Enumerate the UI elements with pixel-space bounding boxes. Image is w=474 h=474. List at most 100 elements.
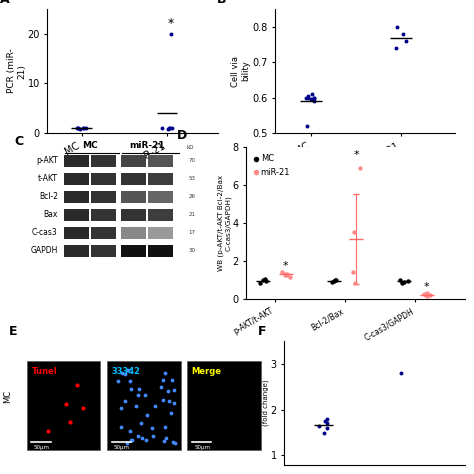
Point xyxy=(286,273,294,281)
Point xyxy=(392,45,400,52)
Text: MC: MC xyxy=(3,390,12,403)
Point xyxy=(283,271,290,279)
Point xyxy=(396,276,404,283)
Point xyxy=(161,423,168,430)
Point xyxy=(157,383,164,390)
Point xyxy=(167,30,174,38)
Point xyxy=(167,410,175,417)
Text: 30: 30 xyxy=(189,248,196,253)
Point xyxy=(323,419,331,427)
Point xyxy=(73,124,81,132)
Text: E: E xyxy=(9,325,18,338)
Point xyxy=(170,386,178,393)
Text: Bax: Bax xyxy=(44,210,58,219)
Point xyxy=(159,376,167,383)
Point xyxy=(82,125,90,132)
Point xyxy=(402,37,410,45)
Bar xyxy=(187,361,261,450)
Point xyxy=(76,125,84,132)
Point xyxy=(127,385,135,392)
Bar xyxy=(91,155,116,167)
Point xyxy=(151,402,158,410)
Bar xyxy=(64,245,89,256)
Bar xyxy=(148,245,173,256)
Legend: MC, miR-21: MC, miR-21 xyxy=(251,151,293,180)
Point xyxy=(349,268,356,276)
Text: 53: 53 xyxy=(189,176,196,182)
Bar xyxy=(64,227,89,238)
Text: 70: 70 xyxy=(189,158,196,164)
Point xyxy=(323,415,331,423)
Text: GAPDH: GAPDH xyxy=(30,246,58,255)
Point xyxy=(170,400,178,407)
Text: B: B xyxy=(217,0,227,6)
Point xyxy=(427,292,434,299)
Text: Bcl-2: Bcl-2 xyxy=(39,192,58,201)
Text: C-cas3: C-cas3 xyxy=(32,228,58,237)
Point xyxy=(141,391,149,399)
Point xyxy=(331,277,339,284)
Text: *: * xyxy=(283,261,289,271)
Point xyxy=(262,277,270,285)
Point xyxy=(171,439,179,447)
Point xyxy=(79,404,87,411)
Text: t-AKT: t-AKT xyxy=(38,174,58,183)
Point xyxy=(121,397,129,405)
Point xyxy=(161,438,168,445)
Point xyxy=(127,436,135,444)
Bar xyxy=(27,361,100,450)
Text: 33342: 33342 xyxy=(111,367,141,376)
Bar xyxy=(91,191,116,203)
Point xyxy=(123,439,130,447)
Point xyxy=(117,424,125,431)
Point xyxy=(310,94,318,102)
Bar xyxy=(121,245,146,256)
Bar xyxy=(148,173,173,185)
Bar xyxy=(148,155,173,167)
Text: *: * xyxy=(424,282,429,292)
Point xyxy=(73,381,81,389)
Point xyxy=(165,125,173,132)
Bar xyxy=(148,227,173,238)
Point xyxy=(424,292,431,300)
Point xyxy=(164,125,172,132)
Point xyxy=(169,438,177,446)
Point xyxy=(304,92,312,100)
Point xyxy=(165,398,173,405)
Point xyxy=(400,278,408,286)
Point xyxy=(315,422,323,429)
Bar xyxy=(121,173,146,185)
Point xyxy=(310,94,318,101)
Point xyxy=(137,419,145,427)
Point xyxy=(256,279,264,286)
Bar xyxy=(148,191,173,203)
Point xyxy=(307,95,315,103)
Text: F: F xyxy=(257,325,266,338)
Bar xyxy=(64,155,89,167)
Point xyxy=(164,387,172,394)
Text: *: * xyxy=(354,150,359,160)
Point xyxy=(114,378,121,385)
Text: kD: kD xyxy=(187,146,194,150)
Point xyxy=(310,97,318,105)
Point xyxy=(321,418,329,425)
Text: 21: 21 xyxy=(189,212,196,217)
Text: Tunel: Tunel xyxy=(31,367,57,376)
Bar xyxy=(121,155,146,167)
Point xyxy=(138,434,146,441)
Point xyxy=(420,291,428,298)
Point xyxy=(118,369,126,376)
Bar xyxy=(64,173,89,185)
Point xyxy=(168,376,175,383)
Point xyxy=(136,385,143,392)
Text: A: A xyxy=(0,0,9,6)
Point xyxy=(143,411,151,419)
Point xyxy=(121,370,128,377)
Point xyxy=(404,277,411,284)
Point xyxy=(393,23,401,31)
Text: p-AKT: p-AKT xyxy=(36,156,58,165)
Text: 50μm: 50μm xyxy=(194,445,210,450)
Point xyxy=(63,401,70,408)
Point xyxy=(328,278,336,286)
Point xyxy=(259,276,267,284)
